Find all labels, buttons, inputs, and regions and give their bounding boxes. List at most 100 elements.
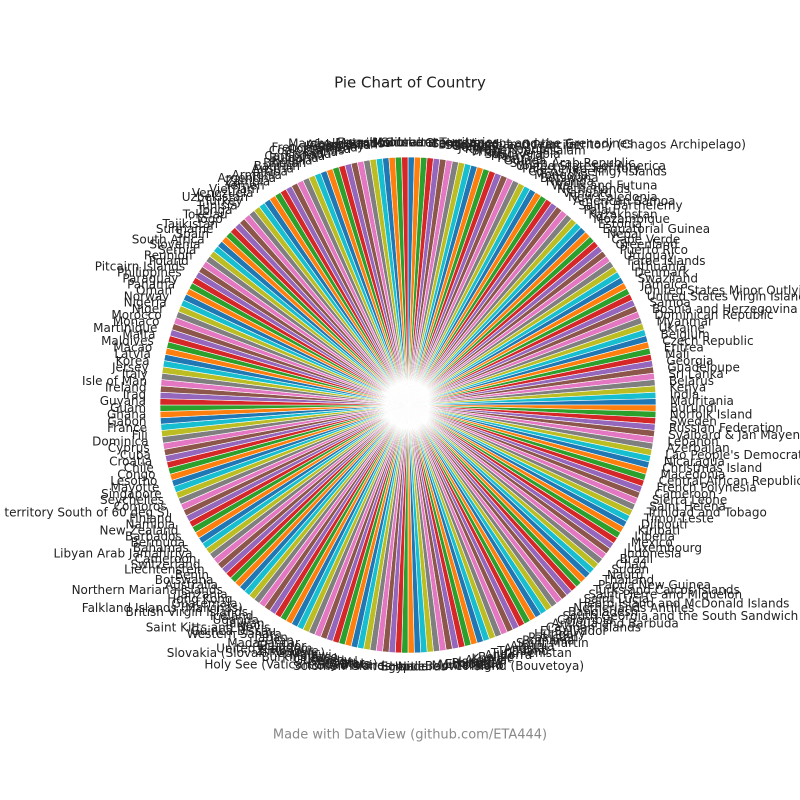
slice-label: Iraq xyxy=(123,387,146,401)
slice-label: Argentina xyxy=(217,171,276,185)
slice-label: Eritrea xyxy=(664,341,704,355)
slice-label: Peru xyxy=(497,151,524,165)
slice-label: Namibia xyxy=(126,518,176,532)
slice-label: Tonga xyxy=(196,203,232,217)
slice-label: Saudi Arabia xyxy=(484,147,560,161)
slice-label: Cote d'Ivoire xyxy=(308,658,384,672)
slice-label: Mali xyxy=(665,347,689,361)
slice-label: Vanuatu xyxy=(563,186,613,200)
slice-label: New Zealand xyxy=(99,524,178,538)
slice-label: Tuvalu xyxy=(305,652,345,666)
slice-label: Poland xyxy=(149,254,189,268)
slice-label: Western Sahara xyxy=(187,627,282,641)
slice-label: British Virgin Islands xyxy=(126,605,249,619)
slice-label: Congo xyxy=(117,467,155,481)
slice-label: Guadeloupe xyxy=(667,361,740,375)
slice-label: Comoros xyxy=(114,499,167,513)
slice-label: Jordan xyxy=(457,140,496,154)
slice-label: Botswana xyxy=(155,573,214,587)
slice-label: Iceland xyxy=(210,609,253,623)
slice-label: Algeria xyxy=(465,653,507,667)
slice-label: Zimbabwe xyxy=(256,644,319,658)
slice-label: Bangladesh xyxy=(568,605,638,619)
slice-label: Hungary xyxy=(534,627,585,641)
slice-label: Niue xyxy=(398,659,425,673)
slice-label: Kuwait xyxy=(471,652,511,666)
slice-label: Senegal xyxy=(309,655,357,669)
slice-label: Bulgaria xyxy=(269,151,319,165)
slice-label: Netherlands xyxy=(557,182,630,196)
slice-label: Ireland xyxy=(105,381,147,395)
slices xyxy=(159,156,657,654)
slice-label: South Africa xyxy=(132,232,205,246)
slice-label: Palau xyxy=(583,203,615,217)
slice-label: Heard Island and McDonald Islands xyxy=(578,597,789,611)
slice-label: Brunei Darussalam xyxy=(471,143,585,157)
slice-label: Yemen xyxy=(224,178,265,192)
slice-label: Antigua and Barbuda xyxy=(551,617,678,631)
slice-label: Finland xyxy=(129,512,172,526)
slice-label: Albania xyxy=(510,639,555,653)
slice-label: Norway xyxy=(124,289,170,303)
slice-label: Lebanon xyxy=(667,434,718,448)
slice-label: Paraguay xyxy=(122,271,178,285)
slice-label: Central African Republic xyxy=(659,474,800,488)
slice-label: Iran xyxy=(270,633,293,647)
slice-label: Dominican Republic xyxy=(654,308,773,322)
slice-label: Bosnia and Herzegovina xyxy=(652,302,798,316)
slice-label: Cuba xyxy=(120,448,151,462)
slice-label: Northern Mariana Islands xyxy=(72,583,223,597)
slice-label: Macao xyxy=(113,341,152,355)
slice-label: Afghanistan xyxy=(306,137,377,151)
slice-label: Palestinian Territory xyxy=(522,162,641,176)
slice-label: Jersey xyxy=(111,361,149,375)
slice-label: Ukraine xyxy=(659,321,705,335)
slice-label: United States Minor Outlying Islands xyxy=(644,283,800,297)
slice-label: Mongolia xyxy=(534,168,588,182)
slice-label: China xyxy=(304,145,338,159)
slice-label: Greece xyxy=(452,139,495,153)
slice-label: Uganda xyxy=(213,613,259,627)
slice-label: Serbia xyxy=(158,243,196,257)
slice-label: Canada xyxy=(286,147,332,161)
slice-label: Kiribati xyxy=(638,524,680,538)
slice-label: Cayman Islands xyxy=(546,620,641,634)
slice-label: Guernsey xyxy=(294,653,351,667)
slice-label: Bahrain xyxy=(254,159,300,173)
slice-label: Morocco xyxy=(111,308,161,322)
slice-label: Saint Barthelemy xyxy=(578,198,682,212)
slice-label: Tunisia xyxy=(196,198,238,212)
slice-label: Georgia xyxy=(666,354,713,368)
slice-label: Macedonia xyxy=(660,467,725,481)
slice-label: Somalia xyxy=(381,659,429,673)
slice-label: United States Virgin Islands xyxy=(647,289,800,303)
slice-label: Portugal xyxy=(452,656,502,670)
slice-label: Uruguay xyxy=(623,248,674,262)
slice-label: Faroe Islands xyxy=(627,254,705,268)
slice-label: Liberia xyxy=(634,529,675,543)
slice-label: Samoa xyxy=(649,296,690,310)
slice-label: United States of America xyxy=(516,159,666,173)
slice-label: Zambia xyxy=(225,175,271,189)
slice-label: Sudan xyxy=(611,563,649,577)
slice-label: Vietnam xyxy=(209,182,259,196)
slice-label: Cyprus xyxy=(108,441,150,455)
slice-label: Moldova xyxy=(373,136,423,150)
slice-label: Rwanda xyxy=(546,175,594,189)
slice-label: Egypt xyxy=(381,659,416,673)
slice-label: Malaysia xyxy=(491,149,543,163)
slice-label: Niger xyxy=(132,302,164,316)
slice-label: Greenland xyxy=(616,238,678,252)
slice-label: Italy xyxy=(122,367,148,381)
slice-label: Austria xyxy=(251,162,293,176)
slice-label: Spain xyxy=(175,227,209,241)
slice-label: Solomon Islands xyxy=(293,659,391,673)
slice-label: Korea xyxy=(116,354,150,368)
slice-label: Tajikistan xyxy=(161,217,218,231)
slice-label: Suriname xyxy=(156,222,214,236)
slice-label: Togo xyxy=(194,212,223,226)
slice-label: Lesotho xyxy=(110,474,157,488)
slice-label: Trinidad and Tobago xyxy=(646,506,767,520)
slice-label: Anguilla xyxy=(323,138,371,152)
slice-label: Oman xyxy=(136,283,172,297)
